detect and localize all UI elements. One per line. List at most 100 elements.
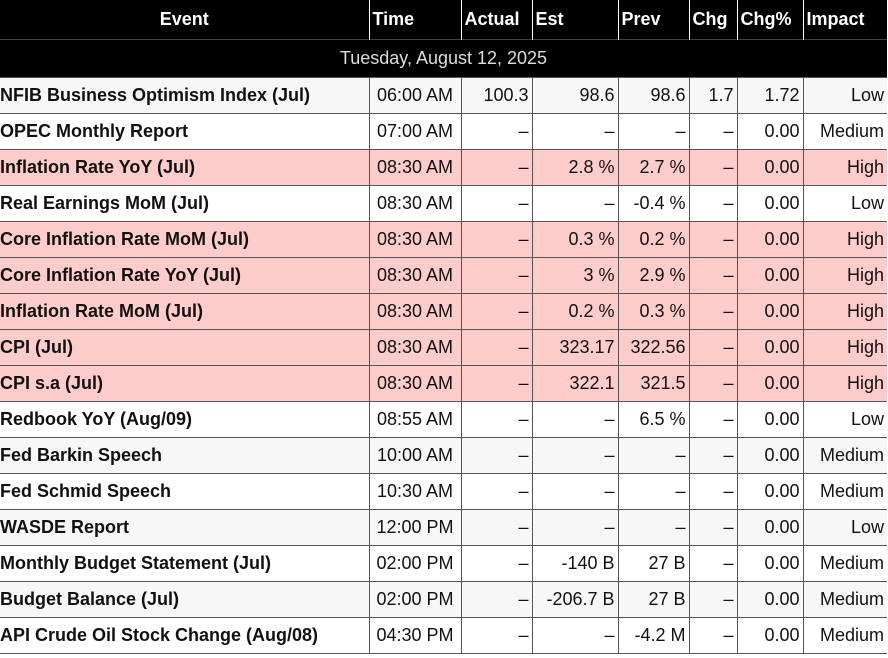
impact-cell: Medium bbox=[802, 617, 887, 654]
table-row[interactable]: OPEC Monthly Report 07:00 AM – – – –0.00 Mediu… bbox=[0, 113, 887, 150]
table-row[interactable]: Fed Schmid Speech 10:30 AM – – – –0.00 Medium bbox=[0, 473, 887, 510]
impact-cell: High bbox=[802, 149, 887, 186]
impact-cell: High bbox=[802, 293, 887, 330]
column-header-actual[interactable]: Actual bbox=[460, 0, 532, 40]
time-cell: 08:30 AM bbox=[368, 185, 462, 222]
estimate-cell: – bbox=[531, 473, 619, 510]
time-cell: 04:30 PM bbox=[368, 617, 462, 654]
column-header-chg-pct[interactable]: Chg% bbox=[736, 0, 803, 40]
actual-cell: 100.3 bbox=[460, 77, 533, 114]
change-cell: – bbox=[688, 149, 738, 186]
time-cell: 10:30 AM bbox=[368, 473, 462, 510]
previous-cell: 0.3 % bbox=[617, 293, 690, 330]
table-row[interactable]: API Crude Oil Stock Change (Aug/08) 04:30… bbox=[0, 617, 887, 654]
event-name-cell: CPI (Jul) bbox=[0, 329, 370, 366]
change-percent-cell: 0.00 bbox=[736, 257, 804, 294]
change-percent-cell: 0.00 bbox=[736, 329, 804, 366]
table-row[interactable]: WASDE Report 12:00 PM – – – –0.00 Low bbox=[0, 509, 887, 546]
previous-cell: – bbox=[617, 437, 690, 474]
table-row[interactable]: CPI s.a (Jul) 08:30 AM –322.1 321.5–0.00 Hig… bbox=[0, 365, 887, 402]
event-name-cell: CPI s.a (Jul) bbox=[0, 365, 370, 402]
change-percent-cell: 0.00 bbox=[736, 401, 804, 438]
time-cell: 08:30 AM bbox=[368, 365, 462, 402]
change-cell: 1.7 bbox=[688, 77, 738, 114]
estimate-cell: – bbox=[531, 185, 619, 222]
event-name-cell: Real Earnings MoM (Jul) bbox=[0, 185, 370, 222]
estimate-cell: – bbox=[531, 113, 619, 150]
time-cell: 08:30 AM bbox=[368, 293, 462, 330]
actual-cell: – bbox=[460, 149, 533, 186]
estimate-cell: – bbox=[531, 617, 619, 654]
impact-cell: High bbox=[802, 365, 887, 402]
previous-cell: 27 B bbox=[617, 581, 690, 618]
impact-cell: Medium bbox=[802, 545, 887, 582]
table-row[interactable]: Monthly Budget Statement (Jul) 02:00 PM – -… bbox=[0, 545, 887, 582]
event-name-cell: Inflation Rate YoY (Jul) bbox=[0, 149, 370, 186]
time-cell: 10:00 AM bbox=[368, 437, 462, 474]
actual-cell: – bbox=[460, 257, 533, 294]
impact-cell: Medium bbox=[802, 581, 887, 618]
estimate-cell: -206.7 B bbox=[531, 581, 619, 618]
previous-cell: – bbox=[617, 113, 690, 150]
estimate-cell: – bbox=[531, 437, 619, 474]
change-percent-cell: 0.00 bbox=[736, 509, 804, 546]
previous-cell: -0.4 % bbox=[617, 185, 690, 222]
actual-cell: – bbox=[460, 365, 533, 402]
impact-cell: High bbox=[802, 257, 887, 294]
estimate-cell: -140 B bbox=[531, 545, 619, 582]
table-row[interactable]: Redbook YoY (Aug/09) 08:55 AM – –6.5 % –0.00… bbox=[0, 401, 887, 438]
previous-cell: -4.2 M bbox=[617, 617, 690, 654]
actual-cell: – bbox=[460, 293, 533, 330]
column-header-impact[interactable]: Impact bbox=[802, 0, 887, 40]
estimate-cell: – bbox=[531, 401, 619, 438]
change-cell: – bbox=[688, 221, 738, 258]
column-header-prev[interactable]: Prev bbox=[617, 0, 689, 40]
change-cell: – bbox=[688, 293, 738, 330]
column-header-est[interactable]: Est bbox=[531, 0, 618, 40]
impact-cell: High bbox=[802, 329, 887, 366]
table-row[interactable]: CPI (Jul) 08:30 AM –323.17 322.56–0.00 High bbox=[0, 329, 887, 366]
table-row[interactable]: Real Earnings MoM (Jul) 08:30 AM – – -0.4 % –… bbox=[0, 185, 887, 222]
actual-cell: – bbox=[460, 617, 533, 654]
table-row[interactable]: Fed Barkin Speech 10:00 AM – – – –0.00 Medium bbox=[0, 437, 887, 474]
previous-cell: 2.7 % bbox=[617, 149, 690, 186]
event-name-cell: Redbook YoY (Aug/09) bbox=[0, 401, 370, 438]
time-cell: 08:30 AM bbox=[368, 257, 462, 294]
table-row[interactable]: Budget Balance (Jul) 02:00 PM – -206.7 B 27 … bbox=[0, 581, 887, 618]
estimate-cell: 322.1 bbox=[531, 365, 619, 402]
actual-cell: – bbox=[460, 545, 533, 582]
table-row[interactable]: Inflation Rate YoY (Jul) 08:30 AM –2.8 % 2.… bbox=[0, 149, 887, 186]
change-percent-cell: 0.00 bbox=[736, 293, 804, 330]
time-cell: 08:30 AM bbox=[368, 221, 462, 258]
date-group-label: Tuesday, August 12, 2025 bbox=[0, 39, 887, 78]
change-cell: – bbox=[688, 437, 738, 474]
impact-cell: Medium bbox=[802, 473, 887, 510]
table-row[interactable]: Core Inflation Rate MoM (Jul) 08:30 AM –0.… bbox=[0, 221, 887, 258]
change-cell: – bbox=[688, 545, 738, 582]
table-row[interactable]: Core Inflation Rate YoY (Jul) 08:30 AM –3 … bbox=[0, 257, 887, 294]
change-percent-cell: 0.00 bbox=[736, 365, 804, 402]
table-row[interactable]: Inflation Rate MoM (Jul) 08:30 AM –0.2 % 0.… bbox=[0, 293, 887, 330]
column-header-chg[interactable]: Chg bbox=[688, 0, 737, 40]
table-header: Event Time Actual Est Prev Chg Chg% Impa… bbox=[0, 0, 887, 40]
change-cell: – bbox=[688, 617, 738, 654]
column-header-time[interactable]: Time bbox=[368, 0, 461, 40]
event-name-cell: Core Inflation Rate YoY (Jul) bbox=[0, 257, 370, 294]
time-cell: 08:55 AM bbox=[368, 401, 462, 438]
previous-cell: 6.5 % bbox=[617, 401, 690, 438]
impact-cell: Low bbox=[802, 509, 887, 546]
previous-cell: – bbox=[617, 509, 690, 546]
time-cell: 07:00 AM bbox=[368, 113, 462, 150]
change-percent-cell: 0.00 bbox=[736, 581, 804, 618]
estimate-cell: – bbox=[531, 509, 619, 546]
table-row[interactable]: NFIB Business Optimism Index (Jul) 06:00 … bbox=[0, 77, 887, 114]
time-cell: 02:00 PM bbox=[368, 581, 462, 618]
change-percent-cell: 0.00 bbox=[736, 221, 804, 258]
actual-cell: – bbox=[460, 473, 533, 510]
estimate-cell: 0.2 % bbox=[531, 293, 619, 330]
time-cell: 08:30 AM bbox=[368, 149, 462, 186]
column-header-event[interactable]: Event bbox=[0, 0, 369, 40]
estimate-cell: 98.6 bbox=[531, 77, 619, 114]
change-percent-cell: 0.00 bbox=[736, 617, 804, 654]
change-cell: – bbox=[688, 185, 738, 222]
